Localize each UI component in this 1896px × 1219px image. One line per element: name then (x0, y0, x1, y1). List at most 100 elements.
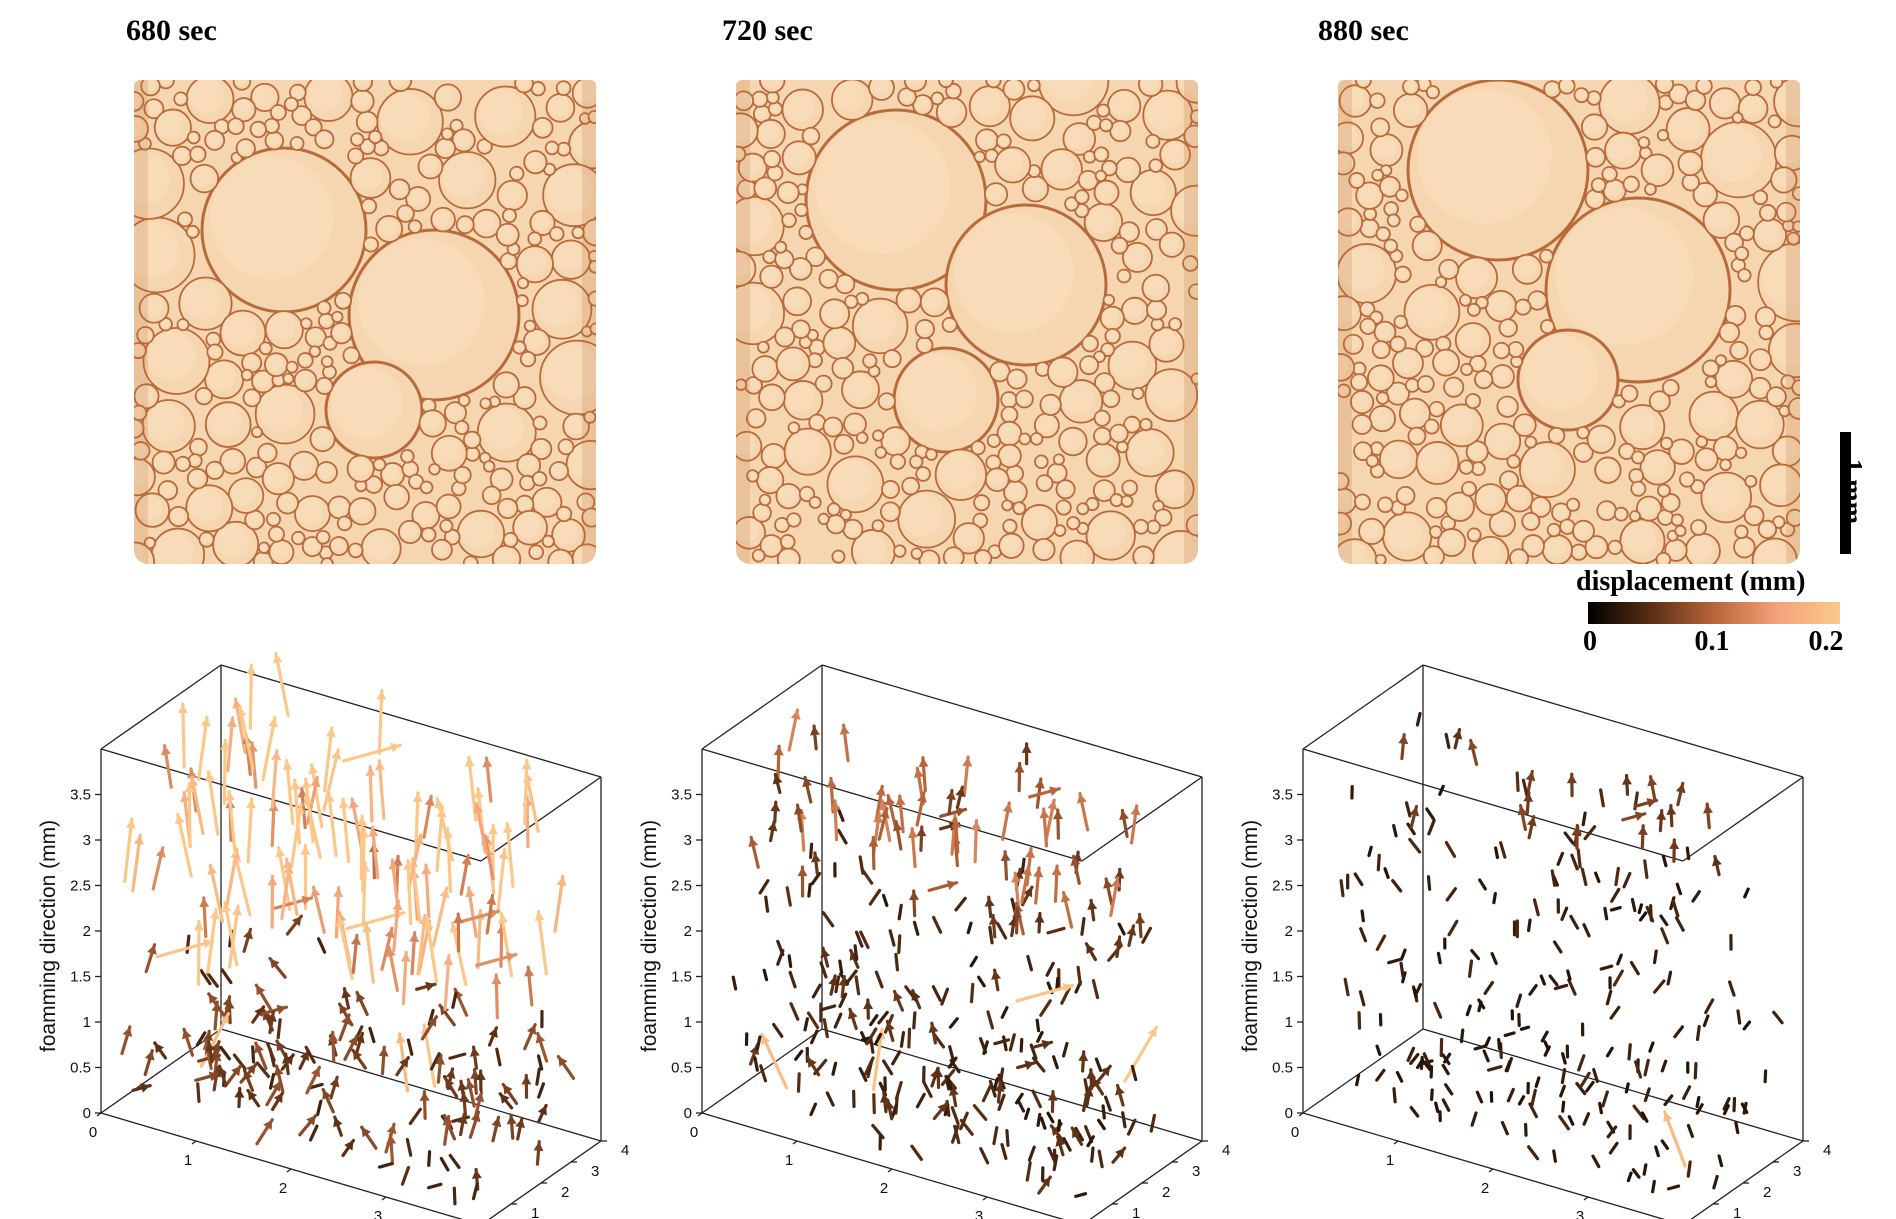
foam-cell (794, 203, 809, 218)
vector-arrow (1141, 926, 1152, 944)
vector-arrow (1550, 869, 1557, 887)
vector-arrow (1626, 1171, 1633, 1183)
foam-cell (871, 519, 885, 533)
foam-cell (736, 378, 748, 391)
vector-arrow (796, 1072, 801, 1093)
foam-cell (571, 226, 585, 240)
axis-box-edge (1690, 1140, 1804, 1219)
z-tick-label: 2 (83, 923, 91, 940)
z-tick-label: 2.5 (70, 878, 91, 895)
vector-arrow (120, 1025, 133, 1056)
vector-arrow (1647, 775, 1658, 802)
vector-arrow (351, 1048, 368, 1070)
foam-cell (1092, 479, 1116, 503)
foam-cell (550, 239, 592, 280)
vector-arrow (333, 1115, 343, 1137)
foam-cell (1000, 405, 1019, 424)
foam-cell (314, 129, 335, 150)
vector-arrow (1622, 773, 1632, 796)
vector-arrow (553, 874, 567, 933)
vector-arrow (161, 744, 173, 789)
foam-cell (1141, 273, 1171, 303)
foam-cell (308, 345, 322, 358)
vector-arrow (1712, 854, 1722, 877)
foam-cell (186, 468, 209, 490)
foam-cell (912, 94, 934, 116)
vector-arrow (1515, 993, 1523, 1008)
foam-cell (157, 480, 179, 501)
vector-arrow (1702, 1014, 1710, 1028)
foam-cell (240, 368, 254, 382)
vector-arrow (1686, 1123, 1695, 1138)
vector-arrow (1526, 814, 1537, 840)
vector-arrow (316, 937, 327, 954)
foam-cell (463, 430, 482, 450)
vector-arrow (1060, 890, 1074, 929)
vector-arrow (1622, 871, 1632, 889)
foam-cell (471, 208, 502, 239)
vector-arrow (1605, 1046, 1614, 1058)
foam-cell (231, 97, 257, 123)
foam-cell (555, 505, 573, 523)
foam-cell (759, 264, 784, 289)
foam-cell (134, 115, 149, 143)
vector-arrow (1616, 953, 1623, 966)
foam-cell (1189, 109, 1198, 125)
foam-cell (283, 96, 299, 112)
foam-cell (497, 497, 519, 520)
foam-cell (454, 420, 470, 436)
quiver-plot-1: 012340123400.511.522.533.5X (mm)Y (mm)fo… (37, 652, 629, 1219)
foam-cell (360, 528, 402, 564)
foam-cell (320, 557, 334, 564)
vector-arrow (1582, 1112, 1591, 1126)
vector-arrow (153, 1041, 168, 1060)
foam-cell (134, 404, 148, 422)
vector-arrow (794, 1049, 804, 1061)
vector-arrow (912, 1011, 917, 1030)
vector-arrow (362, 921, 375, 984)
vector-arrow (400, 1165, 411, 1186)
vector-arrow (1129, 804, 1141, 845)
y-tick-label: 3 (1793, 1163, 1801, 1180)
vector-arrow (1500, 1120, 1509, 1136)
vector-arrow (1609, 1005, 1621, 1020)
foam-cell (219, 309, 267, 357)
vector-arrow (1005, 1129, 1010, 1147)
foam-cell (372, 457, 387, 472)
foam-cell (491, 544, 522, 564)
foam-cell (435, 493, 462, 520)
vector-arrow (1556, 851, 1565, 866)
vector-arrow (838, 959, 844, 975)
vector-arrow (1540, 1030, 1549, 1043)
vector-arrow (950, 1105, 960, 1125)
vector-arrow (255, 1118, 274, 1146)
foam-cell (479, 397, 492, 410)
vector-arrow (468, 1110, 481, 1139)
foam-cell (831, 356, 855, 380)
foam-cell (134, 147, 185, 220)
vector-arrow (809, 724, 820, 751)
vector-arrow (355, 990, 369, 1017)
y-tick-label: 1 (531, 1205, 539, 1219)
vector-arrow (1441, 1063, 1450, 1076)
foam-cell (1142, 89, 1194, 141)
foam-cell (791, 319, 811, 340)
vector-arrow (496, 847, 509, 914)
vector-arrow (234, 1086, 245, 1109)
vector-arrow (927, 880, 959, 892)
vector-arrow (874, 970, 884, 989)
panel-time-label-2: 720 sec (722, 14, 813, 47)
foam-cell (1154, 469, 1195, 510)
vector-arrow (1076, 965, 1082, 986)
y-tick-label: 1 (1132, 1205, 1140, 1219)
foam-cell (1183, 124, 1198, 148)
foam-cell (555, 80, 572, 97)
foam-cell (348, 497, 377, 526)
foam-cell (930, 91, 945, 106)
vector-arrow (1117, 922, 1126, 936)
foam-cell (346, 454, 375, 483)
vector-arrow (839, 723, 850, 763)
foam-cell (150, 527, 206, 564)
foam-cell (173, 91, 189, 107)
vector-arrow (977, 975, 986, 988)
